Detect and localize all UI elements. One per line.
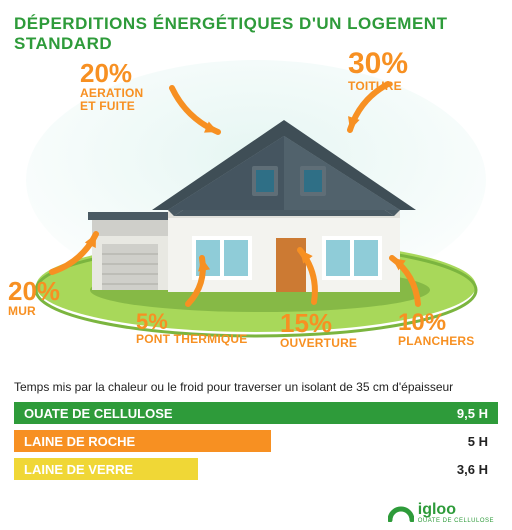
- brand-sub: OUATE DE CELLULOSE: [418, 518, 494, 524]
- bar-value: 9,5 H: [457, 406, 498, 421]
- bar-material: LAINE DE VERRE: [14, 462, 133, 477]
- arrow-mur: [34, 216, 114, 290]
- bar-row: OUATE DE CELLULOSE 9,5 H: [14, 402, 498, 424]
- arrow-ouverture: [282, 232, 332, 320]
- arrow-pont-thermique: [170, 240, 220, 322]
- callout-label: MUR: [8, 305, 60, 318]
- callout-label: AERATION ET FUITE: [80, 87, 143, 112]
- bar-row: LAINE DE VERRE 3,6 H: [14, 458, 498, 480]
- insulation-table: Temps mis par la chaleur ou le froid pou…: [14, 380, 498, 486]
- bar-material: OUATE DE CELLULOSE: [14, 406, 173, 421]
- bar-material: LAINE DE ROCHE: [14, 434, 135, 449]
- brand-logo: igloo OUATE DE CELLULOSE: [388, 502, 494, 524]
- bar-value: 3,6 H: [457, 462, 498, 477]
- arrow-planchers: [374, 240, 436, 322]
- callout-label: PLANCHERS: [398, 335, 474, 348]
- callout-label: PONT THERMIQUE: [136, 333, 247, 346]
- bar-rows: OUATE DE CELLULOSE 9,5 H LAINE DE ROCHE 5 H…: [14, 402, 498, 480]
- bar-value: 5 H: [468, 434, 498, 449]
- table-caption: Temps mis par la chaleur ou le froid pou…: [14, 380, 498, 394]
- callout-label: OUVERTURE: [280, 337, 357, 350]
- callout-pct: 20%: [80, 60, 143, 87]
- callout-aeration: 20%AERATION ET FUITE: [80, 60, 143, 112]
- igloo-icon: [388, 504, 414, 522]
- arrow-aeration: [154, 70, 236, 150]
- arrow-toiture: [332, 66, 406, 148]
- bar-row: LAINE DE ROCHE 5 H: [14, 430, 498, 452]
- brand-name: igloo: [418, 502, 494, 518]
